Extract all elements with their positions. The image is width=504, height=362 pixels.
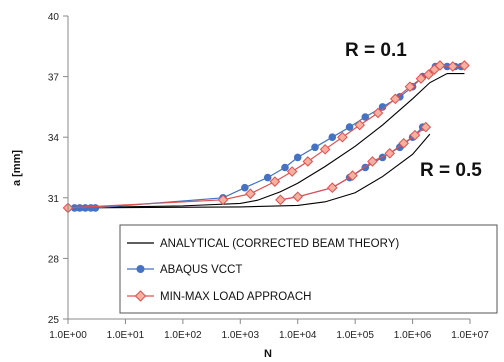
y-tick-label: 28 (48, 254, 60, 265)
x-tick-label: 1.0E+01 (107, 330, 145, 341)
series-layer (62, 60, 470, 214)
data-point-min-max-load-approach (326, 182, 338, 194)
y-axis-title: a [mm] (11, 150, 23, 186)
series-line-min-max-load-approach (280, 126, 427, 201)
data-point-abaqus-vcct (91, 204, 100, 212)
x-tick-label: 1.0E+05 (336, 330, 374, 341)
x-tick-label: 1.0E+02 (164, 330, 202, 341)
series-min-max-load-approach-curve-0 (62, 60, 470, 214)
legend-label-abaqus-vcct: ABAQUS VCCT (160, 264, 242, 276)
legend-marker-abaqus-vcct (136, 265, 145, 273)
legend-box (119, 224, 498, 314)
data-point-min-max-load-approach (372, 107, 384, 119)
y-tick-label: 37 (48, 73, 60, 84)
series-line-analytical-corrected-beam-theory (67, 73, 465, 209)
data-point-min-max-load-approach (434, 60, 446, 71)
data-point-abaqus-vcct (328, 133, 337, 141)
data-point-min-max-load-approach (347, 170, 358, 181)
x-tick-label: 1.0E+00 (49, 330, 87, 341)
data-point-min-max-load-approach (389, 93, 401, 105)
series-line-abaqus-vcct (280, 126, 424, 201)
data-point-min-max-load-approach (384, 148, 396, 159)
data-point-min-max-load-approach (286, 166, 298, 177)
data-point-abaqus-vcct (75, 204, 84, 212)
legend-item-abaqus-vcct: ABAQUS VCCT (127, 264, 242, 276)
legend-label-min-max: MIN-MAX LOAD APPROACH (160, 291, 311, 303)
axes-layer (67, 16, 470, 320)
y-tick-label: 31 (48, 194, 60, 205)
series-line-analytical-corrected-beam-theory (67, 133, 431, 209)
data-point-abaqus-vcct (81, 204, 90, 212)
data-point-min-max-load-approach (319, 144, 331, 155)
annotation-r-0-5: R = 0.5 (420, 160, 482, 181)
legend-label-analytical: ANALYTICAL (CORRECTED BEAM THEORY) (160, 238, 399, 250)
series-analytical-corrected-beam-theory-curve-1 (67, 133, 431, 209)
x-tick-label: 1.0E+03 (222, 330, 260, 341)
tick-layer: 25 28 31 34 37 40 1.0E+00 1.0E+01 1.0E+02 1.0E+03… (48, 12, 489, 341)
series-abaqus-vcct-curve-1 (276, 123, 427, 204)
data-point-min-max-load-approach (409, 129, 421, 141)
data-point-abaqus-vcct (311, 143, 319, 152)
data-point-min-max-load-approach (423, 69, 434, 80)
y-tick-label: 40 (48, 12, 60, 23)
data-point-min-max-load-approach (275, 194, 286, 206)
data-point-min-max-load-approach (269, 176, 281, 187)
y-tick-label: 25 (48, 315, 60, 326)
data-point-min-max-load-approach (420, 121, 432, 133)
y-tick-label: 34 (48, 133, 60, 144)
data-point-min-max-load-approach (415, 73, 427, 84)
data-point-min-max-load-approach (292, 191, 304, 203)
x-axis-title: N (264, 348, 272, 360)
data-point-min-max-load-approach (354, 119, 365, 131)
legend-item-analytical: ANALYTICAL (CORRECTED BEAM THEORY) (127, 238, 399, 250)
data-point-min-max-load-approach (398, 137, 409, 149)
data-point-abaqus-vcct (293, 153, 302, 162)
data-point-min-max-load-approach (404, 81, 416, 93)
data-point-min-max-load-approach (447, 61, 459, 72)
annotation-r-0-1: R = 0.1 (345, 40, 407, 61)
data-point-abaqus-vcct (361, 113, 370, 121)
data-point-abaqus-vcct (281, 163, 289, 172)
data-point-min-max-load-approach (367, 156, 378, 167)
data-point-min-max-load-approach (302, 156, 314, 167)
series-min-max-load-approach-curve-1 (275, 121, 432, 206)
data-point-abaqus-vcct (241, 183, 249, 192)
data-point-min-max-load-approach (459, 60, 470, 71)
legend-marker-min-max (134, 290, 147, 302)
data-point-min-max-load-approach (217, 194, 229, 206)
x-tick-label: 1.0E+04 (279, 330, 317, 341)
data-point-min-max-load-approach (337, 131, 348, 143)
series-abaqus-vcct-curve-0 (64, 62, 465, 212)
data-point-min-max-load-approach (245, 188, 256, 200)
data-point-abaqus-vcct (378, 103, 387, 111)
data-point-abaqus-vcct (263, 173, 272, 182)
x-tick-label: 1.0E+06 (394, 330, 432, 341)
x-tick-label: 1.0E+07 (451, 330, 489, 341)
legend: ANALYTICAL (CORRECTED BEAM THEORY) ABAQU… (119, 224, 498, 314)
series-analytical-corrected-beam-theory-curve-0 (67, 73, 465, 209)
data-point-abaqus-vcct (345, 123, 354, 131)
legend-item-min-max: MIN-MAX LOAD APPROACH (127, 290, 311, 303)
